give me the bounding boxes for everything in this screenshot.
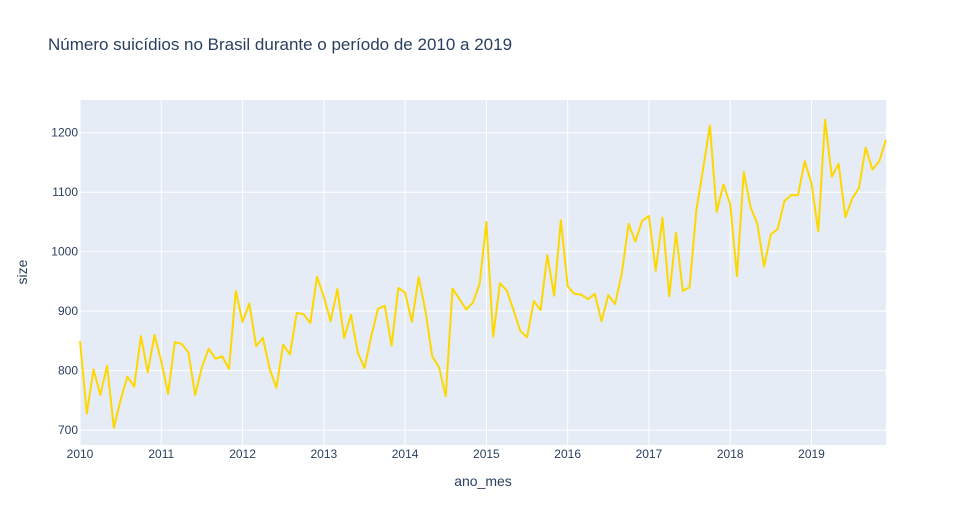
series-layer <box>79 118 887 429</box>
x-tick-label: 2017 <box>636 447 663 461</box>
y-axis-title: size <box>14 259 30 284</box>
x-tick-label: 2016 <box>554 447 581 461</box>
series-line <box>79 118 887 429</box>
y-axis-ticks: 700 800 900 1000 1100 1200 <box>51 126 78 437</box>
chart-title: Número suicídios no Brasil durante o per… <box>48 35 512 54</box>
x-tick-label: 2012 <box>229 447 256 461</box>
y-tick-label: 700 <box>58 423 78 437</box>
y-tick-label: 1000 <box>51 245 78 259</box>
x-tick-label: 2011 <box>148 447 174 461</box>
x-tick-label: 2018 <box>717 447 744 461</box>
y-tick-label: 800 <box>58 364 78 378</box>
x-tick-label: 2019 <box>798 447 825 461</box>
x-tick-label: 2010 <box>67 447 94 461</box>
plot-area <box>80 100 886 445</box>
x-axis-title: ano_mes <box>454 473 512 489</box>
x-tick-label: 2014 <box>392 447 419 461</box>
y-tick-label: 1200 <box>51 126 78 140</box>
x-tick-label: 2015 <box>473 447 500 461</box>
y-tick-label: 900 <box>58 304 78 318</box>
y-tick-label: 1100 <box>52 185 78 199</box>
x-tick-label: 2013 <box>310 447 337 461</box>
x-axis-ticks: 2010 2011 2012 2013 2014 2015 2016 2017 2018 2019 <box>67 447 826 461</box>
